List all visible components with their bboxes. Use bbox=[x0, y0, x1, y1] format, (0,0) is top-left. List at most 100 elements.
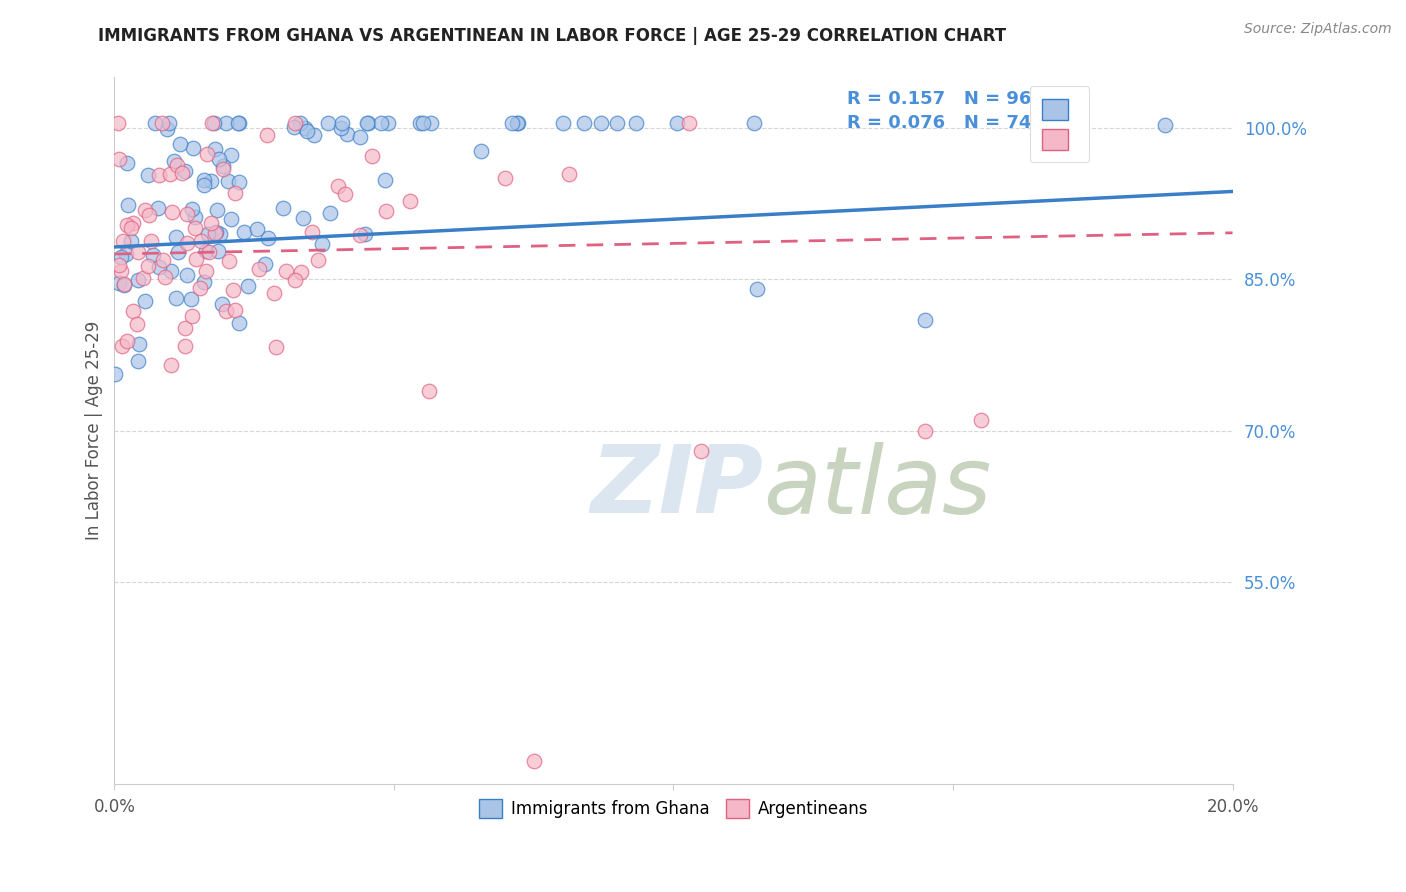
Point bbox=[326, 179, 349, 194]
Point bbox=[190, 234, 212, 248]
Point bbox=[589, 116, 612, 130]
Point bbox=[166, 245, 188, 260]
Point bbox=[690, 443, 713, 458]
Point bbox=[157, 116, 180, 130]
Point bbox=[165, 291, 187, 305]
Point bbox=[180, 310, 202, 324]
Point bbox=[200, 216, 222, 230]
Point bbox=[180, 292, 202, 306]
Point bbox=[169, 136, 191, 151]
Point bbox=[125, 317, 148, 331]
Point bbox=[678, 116, 700, 130]
Point bbox=[127, 245, 149, 260]
Point bbox=[1154, 118, 1177, 132]
Point bbox=[219, 148, 242, 162]
Point bbox=[193, 275, 215, 289]
Point bbox=[212, 159, 235, 173]
Point bbox=[665, 116, 688, 130]
Point bbox=[399, 194, 422, 208]
Point bbox=[353, 227, 375, 241]
Point bbox=[288, 116, 311, 130]
Point bbox=[197, 227, 219, 241]
Point bbox=[316, 116, 339, 130]
Point bbox=[121, 216, 143, 230]
Point bbox=[204, 142, 226, 156]
Point bbox=[201, 116, 224, 130]
Point bbox=[370, 116, 392, 130]
Point bbox=[330, 116, 353, 130]
Point bbox=[159, 167, 181, 181]
Point bbox=[228, 116, 250, 130]
Point bbox=[122, 303, 145, 318]
Point bbox=[117, 218, 139, 232]
Point bbox=[148, 201, 170, 215]
Point bbox=[336, 127, 359, 141]
Point bbox=[115, 246, 138, 260]
Point bbox=[127, 273, 149, 287]
Point bbox=[228, 116, 250, 130]
Point bbox=[236, 278, 259, 293]
Point bbox=[357, 116, 380, 130]
Point bbox=[263, 285, 285, 300]
Point bbox=[211, 161, 233, 176]
Point bbox=[233, 225, 256, 239]
Point bbox=[523, 754, 546, 768]
Point bbox=[606, 116, 628, 130]
Text: ZIP: ZIP bbox=[591, 441, 763, 533]
Point bbox=[335, 186, 357, 201]
Point bbox=[166, 158, 188, 172]
Point bbox=[218, 253, 240, 268]
Point bbox=[501, 116, 523, 130]
Point bbox=[215, 303, 238, 318]
Point bbox=[176, 268, 198, 282]
Text: Source: ZipAtlas.com: Source: ZipAtlas.com bbox=[1244, 22, 1392, 37]
Point bbox=[173, 339, 195, 353]
Point bbox=[247, 261, 270, 276]
Point bbox=[307, 253, 329, 268]
Point bbox=[408, 116, 430, 130]
Point bbox=[506, 116, 529, 130]
Point bbox=[138, 260, 160, 274]
Point bbox=[970, 413, 993, 427]
Point bbox=[193, 173, 215, 187]
Point bbox=[193, 178, 215, 192]
Point bbox=[271, 202, 294, 216]
Point bbox=[418, 384, 440, 398]
Point bbox=[112, 234, 135, 248]
Point bbox=[228, 316, 250, 330]
Point bbox=[1025, 116, 1047, 130]
Point bbox=[104, 367, 127, 381]
Point bbox=[141, 234, 163, 248]
Point bbox=[184, 252, 207, 267]
Point bbox=[184, 210, 207, 224]
Point bbox=[115, 334, 138, 349]
Point bbox=[120, 220, 142, 235]
Point bbox=[160, 264, 183, 278]
Point bbox=[134, 202, 156, 217]
Point bbox=[132, 271, 155, 285]
Point bbox=[361, 149, 384, 163]
Point bbox=[470, 145, 492, 159]
Point bbox=[290, 265, 312, 279]
Point bbox=[217, 174, 239, 188]
Point bbox=[224, 303, 246, 318]
Point bbox=[160, 205, 183, 219]
Point bbox=[747, 282, 769, 296]
Point bbox=[412, 116, 434, 130]
Point bbox=[107, 276, 129, 290]
Point bbox=[572, 116, 595, 130]
Legend: Immigrants from Ghana, Argentineans: Immigrants from Ghana, Argentineans bbox=[472, 792, 875, 825]
Point bbox=[204, 226, 226, 240]
Point bbox=[349, 129, 371, 144]
Point bbox=[127, 353, 149, 368]
Point bbox=[219, 211, 242, 226]
Point bbox=[256, 128, 278, 142]
Point bbox=[117, 198, 139, 212]
Point bbox=[176, 235, 198, 250]
Point bbox=[188, 281, 211, 295]
Point bbox=[374, 173, 396, 187]
Point bbox=[174, 321, 197, 335]
Point bbox=[302, 128, 325, 143]
Point bbox=[356, 116, 378, 130]
Point bbox=[377, 116, 399, 130]
